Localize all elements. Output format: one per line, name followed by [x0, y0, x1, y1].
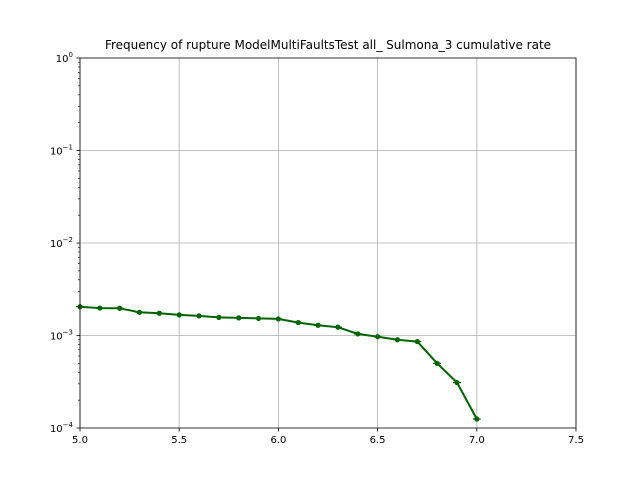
- x-tick-label: 6.0: [270, 435, 286, 446]
- y-tick-label: 100: [56, 51, 73, 65]
- y-tick-exponent: 0: [69, 51, 73, 59]
- x-tick-label: 5.5: [171, 435, 187, 446]
- y-tick-label: 10−1: [50, 144, 73, 158]
- y-tick-base: 10: [50, 147, 63, 158]
- x-tick-label: 5.0: [72, 435, 88, 446]
- y-tick-label: 10−3: [50, 329, 73, 343]
- y-tick-exponent: −3: [63, 329, 73, 337]
- x-tick-label: 7.0: [469, 435, 485, 446]
- x-tick-label: 6.5: [370, 435, 386, 446]
- y-tick-base: 10: [56, 54, 69, 65]
- y-tick-exponent: −1: [63, 144, 73, 152]
- y-tick-label: 10−2: [50, 236, 73, 250]
- x-axis: 5.0 5.5 6.0 6.5 7.0 7.5: [72, 428, 584, 446]
- y-tick-base: 10: [50, 332, 63, 343]
- y-tick-base: 10: [50, 424, 63, 435]
- y-tick-exponent: −2: [63, 236, 73, 244]
- x-tick-label: 7.5: [568, 435, 584, 446]
- y-tick-base: 10: [50, 239, 63, 250]
- y-tick-label: 10−4: [50, 421, 74, 435]
- y-tick-exponent: −4: [63, 421, 74, 429]
- series-group: [76, 304, 481, 422]
- chart-title: Frequency of rupture ModelMultiFaultsTes…: [105, 38, 551, 52]
- grid: [79, 58, 577, 428]
